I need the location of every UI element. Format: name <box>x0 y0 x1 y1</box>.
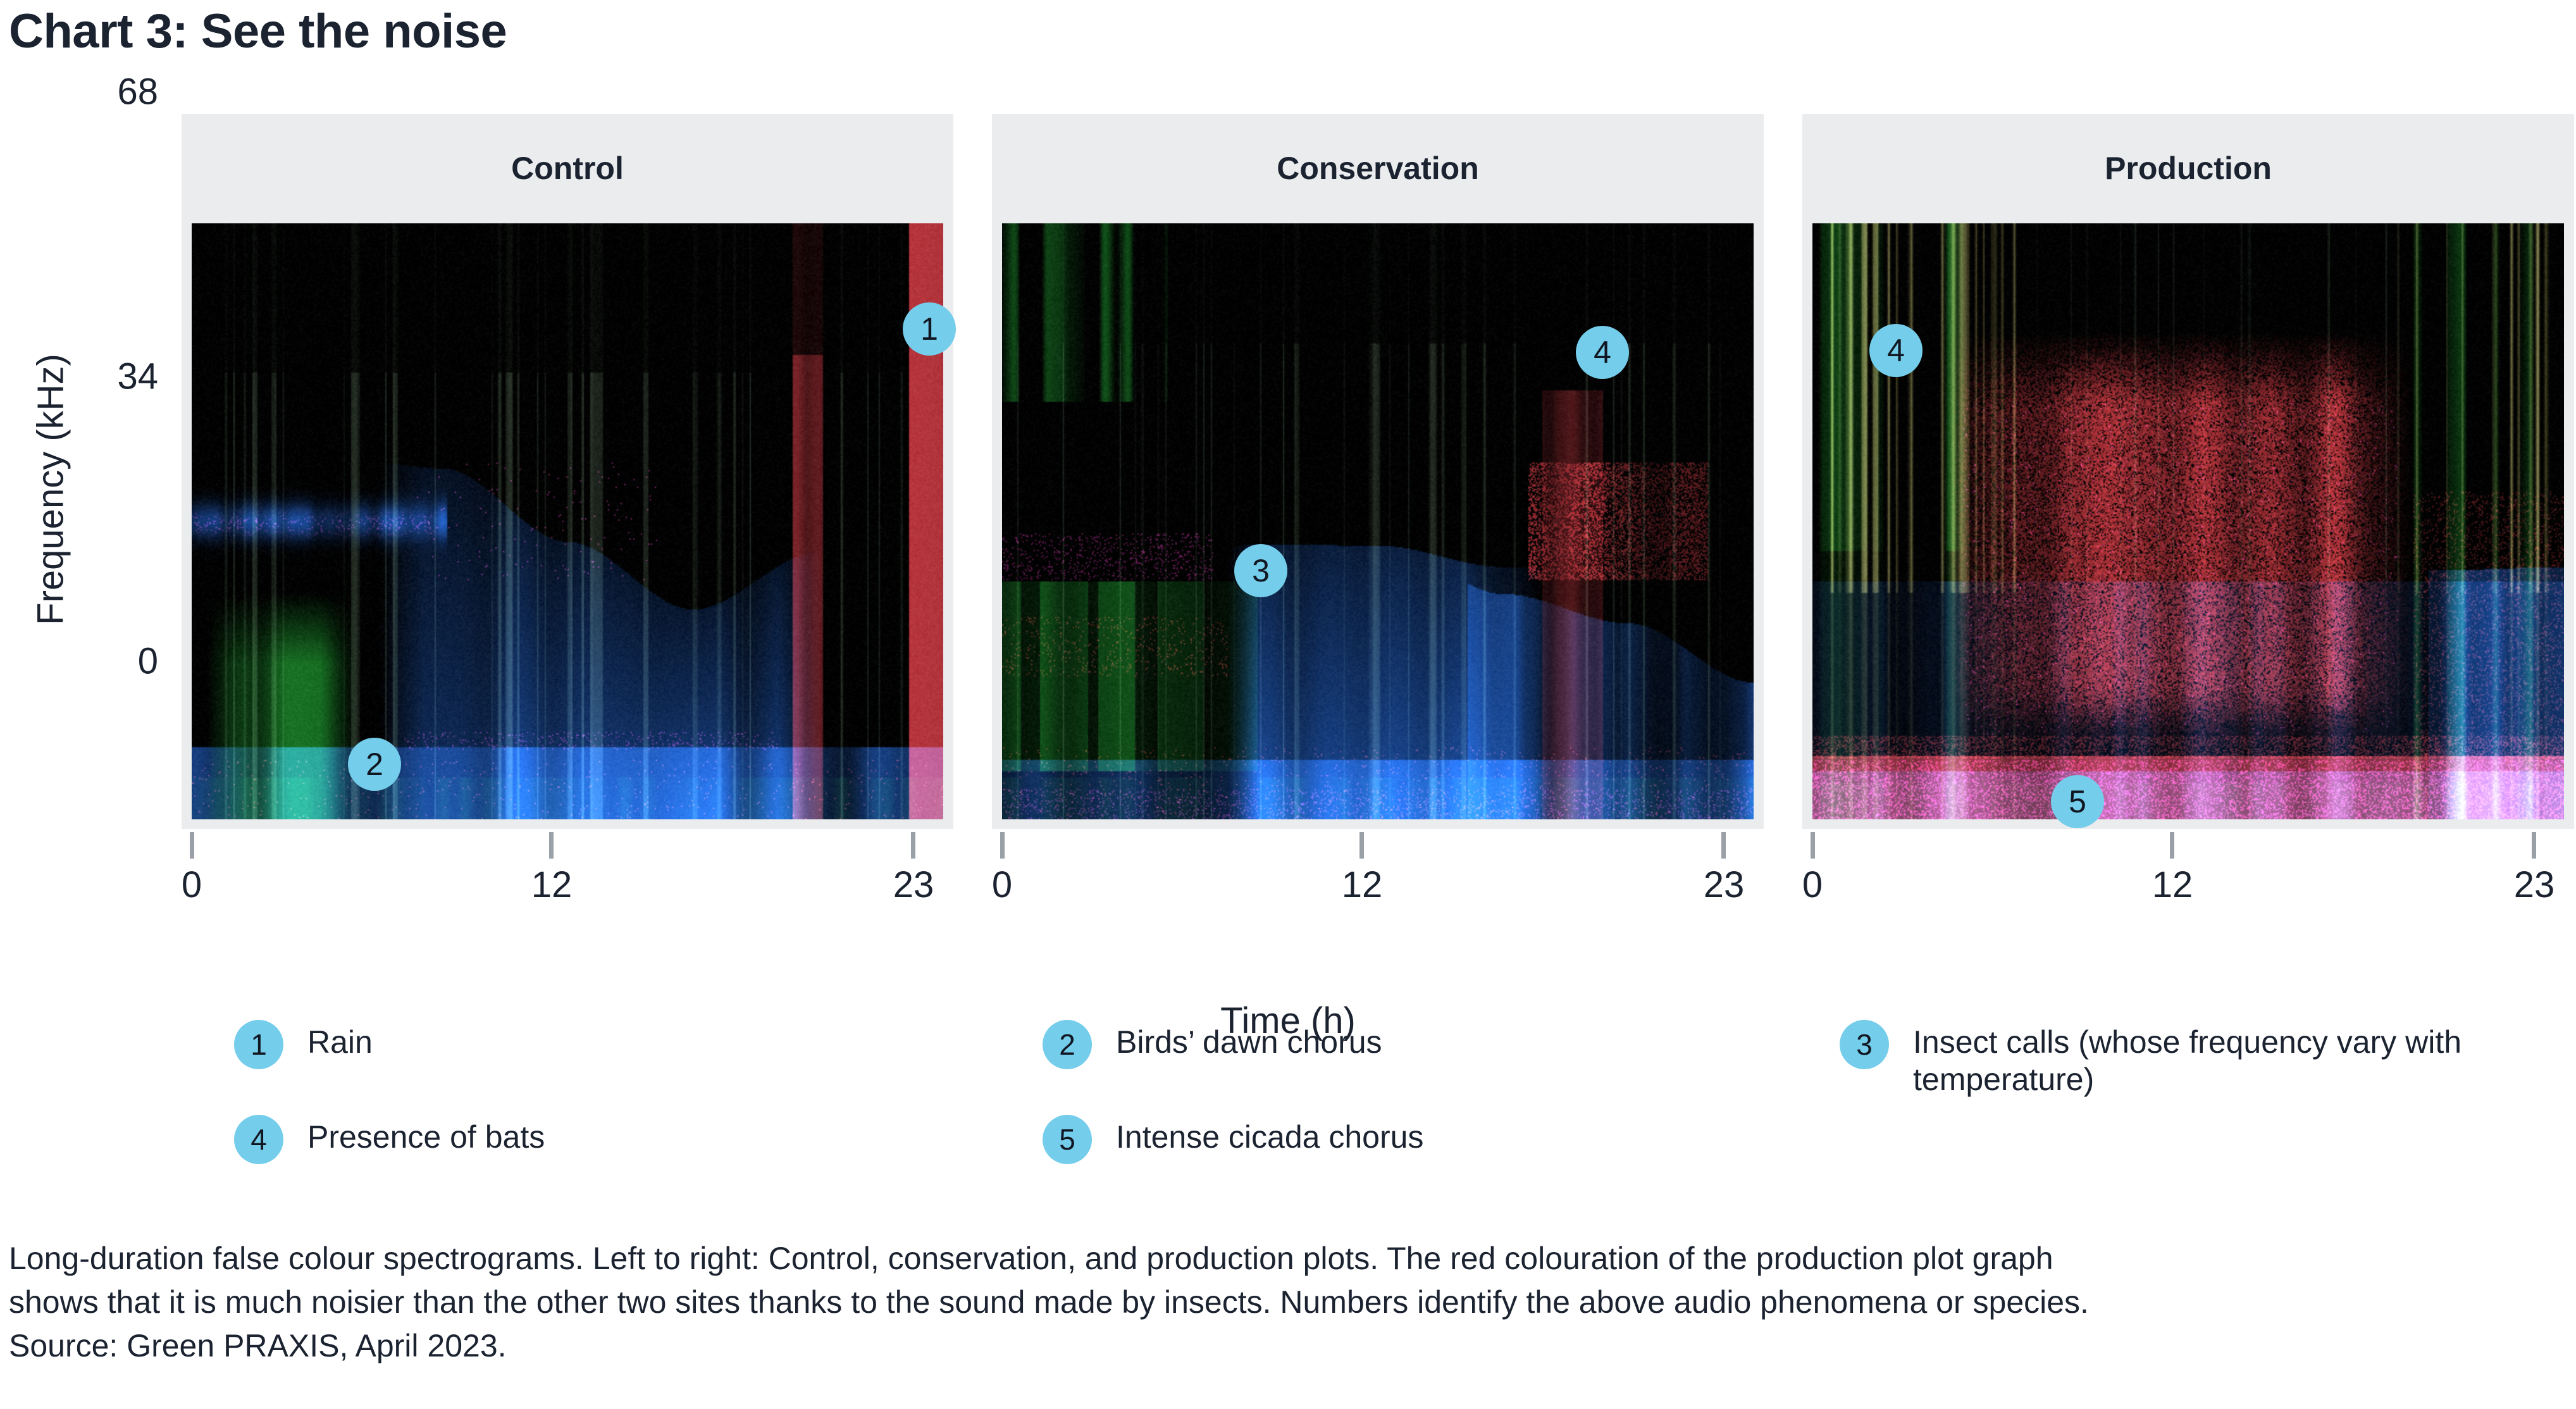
legend: 1 Rain 4 Presence of bats 2 Birds’ dawn … <box>0 1012 2576 1177</box>
plot-marker-4a[interactable]: 4 <box>1576 326 1629 379</box>
legend-item-3: 3 Insect calls (whose frequency vary wit… <box>1840 1020 2552 1098</box>
legend-item-4: 4 Presence of bats <box>234 1115 545 1164</box>
legend-badge-2: 2 <box>1043 1020 1092 1069</box>
spectrogram-control <box>192 223 943 819</box>
plot-marker-2[interactable]: 2 <box>348 738 401 791</box>
legend-badge-3: 3 <box>1840 1020 1889 1069</box>
x-tick-p2-12 <box>1359 832 1364 859</box>
x-tick-p2-0 <box>1000 832 1005 859</box>
x-tick-p3-0 <box>1811 832 1815 859</box>
x-tick-label-p2-12: 12 <box>1341 864 1383 905</box>
legend-label-5: Intense cicada chorus <box>1116 1119 1424 1155</box>
x-tick-label-p1-12: 12 <box>531 864 573 905</box>
legend-item-1: 1 Rain <box>234 1020 373 1069</box>
legend-badge-4: 4 <box>234 1115 283 1164</box>
plot-marker-5[interactable]: 5 <box>2051 775 2104 828</box>
panel-control: Control 1 2 <box>182 114 956 829</box>
legend-label-2: Birds’ dawn chorus <box>1116 1024 1382 1060</box>
plot-marker-1[interactable]: 1 <box>903 302 956 356</box>
spectrogram-conservation <box>1002 223 1754 819</box>
caption-line-1: Long-duration false colour spectrograms.… <box>9 1241 2053 1276</box>
legend-label-3: Insect calls (whose frequency vary with … <box>1913 1024 2462 1097</box>
legend-item-5: 5 Intense cicada chorus <box>1043 1115 1424 1164</box>
x-tick-label-p3-12: 12 <box>2152 864 2193 905</box>
legend-label-4: Presence of bats <box>307 1119 545 1155</box>
panel-title-control: Control <box>511 151 624 186</box>
legend-badge-1: 1 <box>234 1020 283 1069</box>
x-tick-label-p3-0: 0 <box>1802 864 1823 905</box>
plot-marker-3[interactable]: 3 <box>1234 544 1287 597</box>
page-title: Chart 3: See the noise <box>9 4 507 58</box>
x-tick-p1-12 <box>549 832 554 859</box>
legend-badge-5: 5 <box>1043 1115 1092 1164</box>
x-tick-p2-23 <box>1721 832 1726 859</box>
x-tick-label-p2-23: 23 <box>1703 864 1745 905</box>
x-axis-title: Time (h) <box>1220 1000 1356 1041</box>
x-tick-label-p3-23: 23 <box>2513 864 2555 905</box>
x-tick-p1-0 <box>190 832 194 859</box>
plot-marker-4b[interactable]: 4 <box>1869 324 1923 377</box>
x-tick-p1-23 <box>911 832 915 859</box>
caption-line-2: shows that it is much noisier than the o… <box>9 1284 2089 1320</box>
panel-title-production: Production <box>2105 151 2272 186</box>
caption-line-3: Source: Green PRAXIS, April 2023. <box>9 1328 507 1363</box>
x-tick-label-p1-23: 23 <box>893 864 934 905</box>
x-tick-p3-23 <box>2532 832 2536 859</box>
x-tick-label-p1-0: 0 <box>181 864 202 905</box>
x-tick-label-p2-0: 0 <box>991 864 1013 905</box>
caption: Long-duration false colour spectrograms.… <box>9 1237 2565 1368</box>
spectrogram-production <box>1812 223 2564 819</box>
y-tick-label-0: 0 <box>137 640 158 682</box>
panel-title-conservation: Conservation <box>1277 151 1479 186</box>
y-tick-label-68: 68 <box>117 71 158 113</box>
panel-production: Production 4 5 <box>1802 114 2574 829</box>
panel-conservation: Conservation 4 3 <box>992 114 1764 829</box>
legend-label-1: Rain <box>307 1024 373 1060</box>
y-tick-label-34: 34 <box>117 356 158 397</box>
spectrogram-figure: Frequency (kHz) 68 34 0 Control 1 2 Cons… <box>0 71 2576 1041</box>
legend-item-2: 2 Birds’ dawn chorus <box>1043 1020 1382 1069</box>
x-tick-p3-12 <box>2170 832 2174 859</box>
